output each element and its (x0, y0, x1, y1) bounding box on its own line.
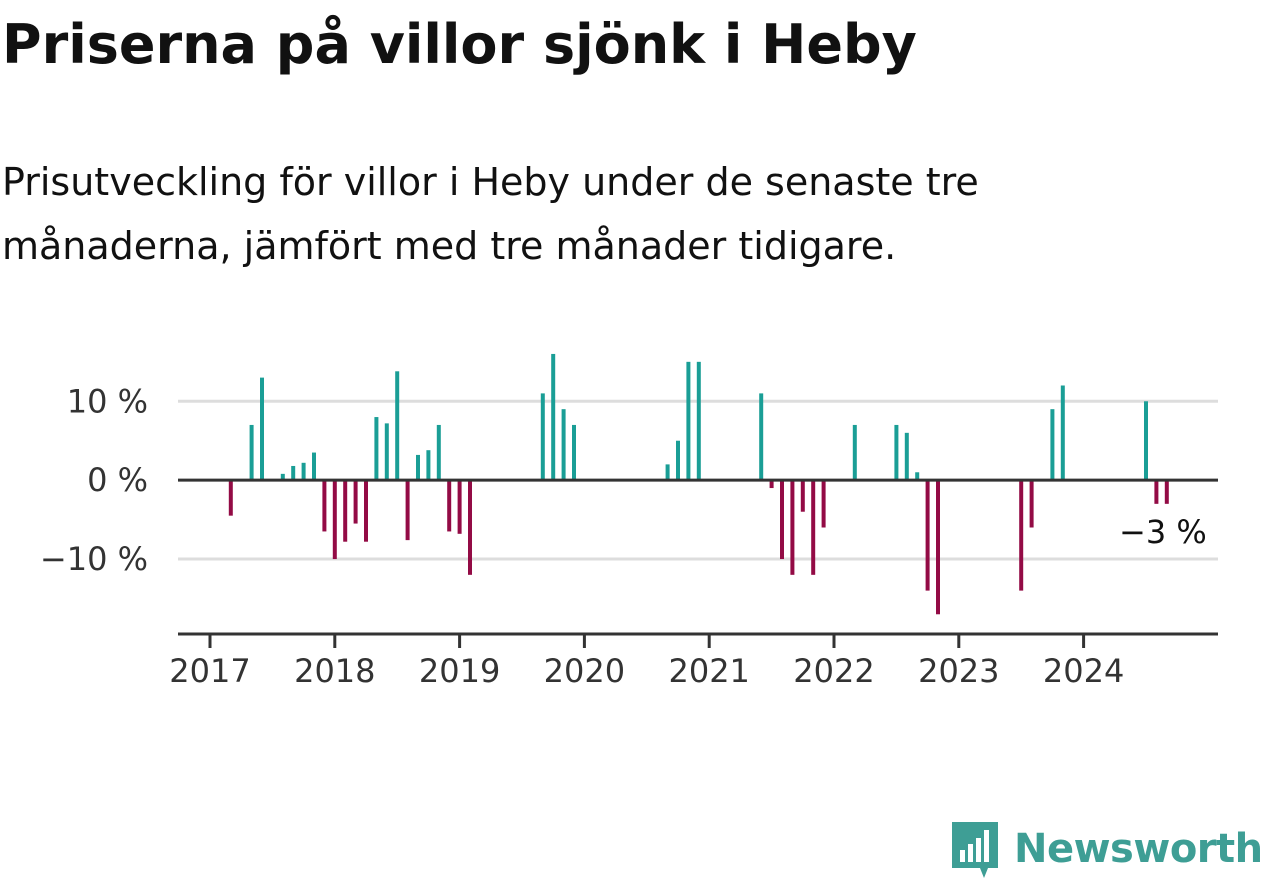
bar (426, 450, 431, 481)
bar (312, 452, 316, 481)
bar (1144, 401, 1148, 481)
x-tick-label: 2020 (544, 652, 625, 690)
x-tick-label: 2023 (918, 652, 999, 690)
x-tick-label: 2017 (169, 652, 250, 690)
bar (457, 480, 462, 534)
bar (1019, 480, 1024, 591)
bar (1164, 480, 1169, 504)
bar (676, 440, 680, 481)
bar (405, 480, 410, 541)
bar (353, 480, 358, 524)
bar (374, 417, 379, 481)
bar (769, 480, 774, 489)
bar (384, 423, 389, 481)
bar (1029, 480, 1034, 528)
x-tick-label: 2021 (668, 652, 749, 690)
newsworthy-logo-icon (952, 822, 998, 878)
bar (925, 480, 930, 591)
bar (811, 480, 816, 575)
x-tick-label: 2018 (294, 652, 375, 690)
y-tick-label: −10 % (40, 540, 148, 578)
axes (178, 478, 1218, 648)
bar (686, 361, 691, 481)
bar (904, 432, 909, 481)
bar (572, 424, 576, 481)
tick-labels: 10 % 0 % −10 % 2017 2018 2019 2020 2021 2022 2023… (40, 382, 1207, 690)
chart-subtitle: Prisutveckling för villor i Heby under d… (2, 160, 979, 268)
bar (936, 480, 940, 615)
bar (852, 424, 857, 481)
brand-logo: Newsworthy (950, 818, 1262, 880)
y-tick-label: 0 % (87, 461, 148, 499)
bar (228, 480, 233, 516)
bar (1060, 385, 1065, 481)
bar (395, 371, 400, 481)
bar (894, 424, 899, 481)
bar (301, 462, 306, 481)
bar (468, 480, 472, 575)
bars (228, 353, 1169, 615)
bar (790, 480, 795, 575)
bar (821, 480, 826, 528)
bar (759, 393, 764, 481)
bar (540, 393, 545, 481)
bar (249, 424, 254, 481)
latest-value-label: −3 % (1119, 513, 1207, 551)
y-tick-label: 10 % (67, 382, 148, 420)
x-tick-label: 2024 (1043, 652, 1124, 690)
bar (665, 464, 670, 481)
x-tick-label: 2019 (419, 652, 500, 690)
bar-chart: 10 % 0 % −10 % 2017 2018 2019 2020 2021 2022 2023… (40, 353, 1218, 690)
x-tick-label: 2022 (793, 652, 874, 690)
bar (260, 377, 264, 481)
bar (551, 353, 556, 481)
bar (364, 480, 368, 542)
bar (561, 409, 566, 481)
bar (332, 480, 337, 560)
bar (915, 472, 920, 481)
bar (343, 480, 348, 542)
bar (280, 473, 285, 481)
bar (696, 361, 701, 481)
bar (291, 465, 296, 481)
bar (436, 424, 441, 481)
bar (1154, 480, 1159, 504)
bar (416, 454, 420, 481)
chart-title: Priserna på villor sjönk i Heby (2, 13, 917, 76)
brand-name: Newsworthy (1014, 826, 1262, 872)
bar (447, 480, 452, 532)
bar (322, 480, 327, 532)
bar (1050, 409, 1055, 481)
bar (800, 480, 805, 512)
bar (780, 480, 784, 560)
